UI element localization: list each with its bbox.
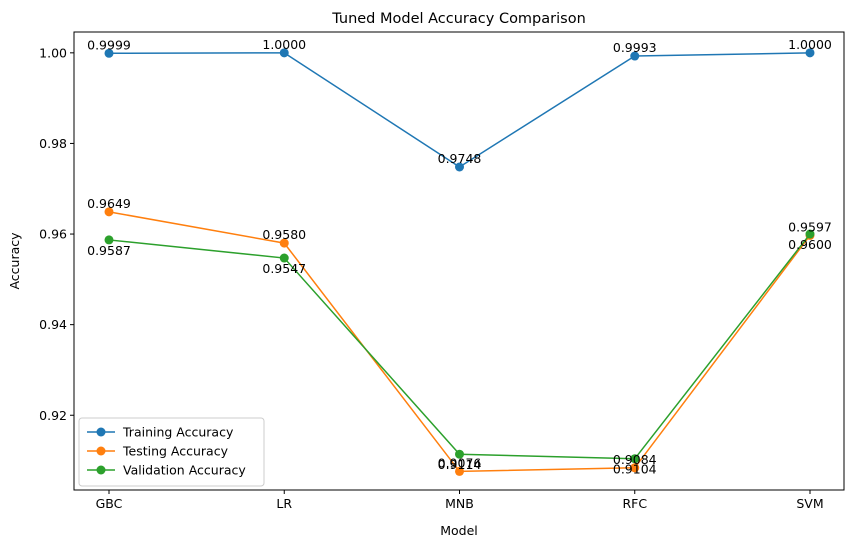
data-label: 0.9104 <box>613 462 657 477</box>
data-point <box>104 48 114 58</box>
data-point <box>104 207 114 217</box>
x-tick-label: RFC <box>622 496 647 511</box>
legend-item: Training Accuracy <box>87 425 234 440</box>
x-tick-label: MNB <box>445 496 474 511</box>
chart-title: Tuned Model Accuracy Comparison <box>331 11 586 27</box>
ticks-layer: GBC LR MNB RFC SVM 0.92 0.94 0.96 0.98 1.00 <box>39 45 823 511</box>
legend: Training Accuracy Testing Accuracy Validat… <box>78 417 265 487</box>
y-tick-label: 1.00 <box>39 45 67 60</box>
x-tick-label: GBC <box>96 496 123 511</box>
legend-item: Validation Accuracy <box>87 463 246 478</box>
data-point <box>805 229 815 239</box>
data-point <box>455 449 464 459</box>
x-axis-label: Model <box>440 523 478 538</box>
data-label: 0.9748 <box>438 151 482 166</box>
y-tick-label: 0.96 <box>39 227 67 242</box>
series-training-accuracy <box>104 48 815 172</box>
data-point <box>279 238 289 248</box>
data-point <box>279 253 289 263</box>
x-tick-label: LR <box>276 496 292 511</box>
legend-label: Testing Accuracy <box>122 444 229 459</box>
data-point <box>104 235 114 245</box>
y-tick-label: 0.98 <box>39 136 67 151</box>
data-point <box>630 454 640 464</box>
plot-area <box>73 31 845 491</box>
data-point <box>805 48 815 58</box>
x-tick-label: SVM <box>796 496 823 511</box>
data-point <box>455 466 464 476</box>
legend-label: Validation Accuracy <box>123 463 246 478</box>
y-axis-label: Accuracy <box>7 232 22 290</box>
legend-marker <box>96 446 106 456</box>
legend-label: Training Accuracy <box>122 425 234 440</box>
legend-frame <box>78 417 265 487</box>
data-label: 0.9114 <box>438 457 482 472</box>
legend-marker <box>96 465 106 475</box>
data-label: 0.9084 <box>613 452 657 467</box>
series-validation-accuracy <box>104 229 815 464</box>
y-tick-label: 0.92 <box>39 408 67 423</box>
legend-item: Testing Accuracy <box>87 444 229 459</box>
data-label: 0.9999 <box>87 37 131 52</box>
data-labels-layer: 0.9999 1.0000 0.9748 0.9993 1.0000 0.9649 0.95… <box>87 37 832 477</box>
data-label: 0.9600 <box>788 237 832 252</box>
data-label: 0.9076 <box>438 455 482 470</box>
data-label: 0.9547 <box>262 261 306 276</box>
data-point <box>455 162 464 172</box>
data-point <box>630 463 640 473</box>
data-label: 0.9597 <box>788 219 832 234</box>
data-label: 0.9993 <box>613 40 657 55</box>
data-label: 1.0000 <box>788 37 832 52</box>
data-point <box>279 48 289 58</box>
data-label: 1.0000 <box>262 37 306 52</box>
data-label: 0.9649 <box>87 196 131 211</box>
data-point <box>630 51 640 61</box>
data-label: 0.9587 <box>87 243 131 258</box>
y-tick-label: 0.94 <box>39 317 67 332</box>
legend-marker <box>96 427 106 437</box>
series-layer <box>104 48 815 476</box>
data-label: 0.9580 <box>262 227 306 242</box>
